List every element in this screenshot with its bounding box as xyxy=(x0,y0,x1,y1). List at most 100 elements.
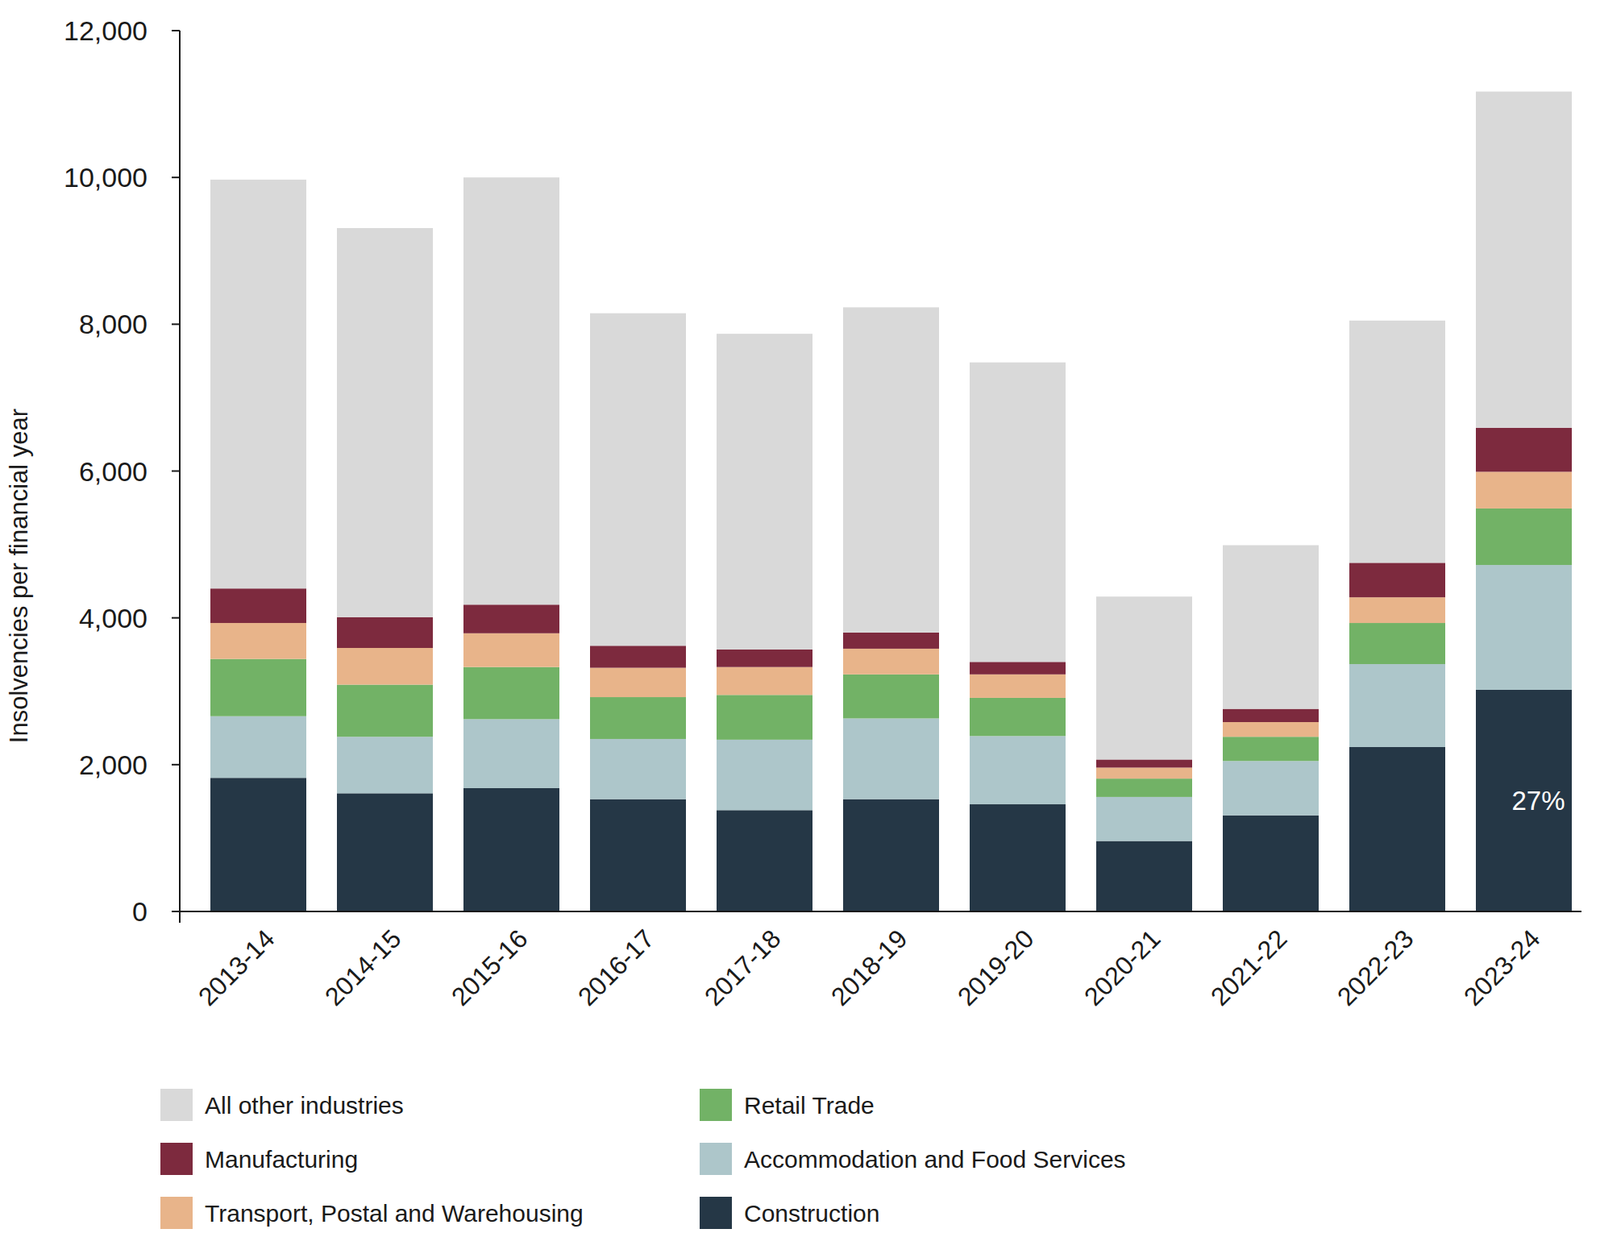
bar-segment xyxy=(843,718,940,799)
bar-segment xyxy=(1475,689,1572,912)
bar-segment xyxy=(1222,760,1319,815)
bar-segment xyxy=(210,777,307,912)
x-tick-label: 2015-16 xyxy=(445,923,533,1011)
bar-segment xyxy=(590,799,686,912)
bar-segment xyxy=(716,649,813,668)
bar-segment xyxy=(1222,815,1319,912)
y-tick-label: 6,000 xyxy=(78,456,148,487)
bar-segment xyxy=(336,228,433,618)
bar-segment xyxy=(1475,428,1572,473)
bar-segment xyxy=(1475,471,1572,509)
legend-label: Accommodation and Food Services xyxy=(743,1146,1127,1173)
y-axis-label: Insolvencies per financial year xyxy=(4,408,34,744)
bar-segment xyxy=(969,804,1066,912)
bar-segment xyxy=(210,179,307,589)
bar-segment xyxy=(1222,736,1319,761)
bars xyxy=(210,91,1572,912)
y-tick xyxy=(171,176,180,179)
x-tick-label: 2018-19 xyxy=(825,923,913,1011)
legend-swatch xyxy=(160,1088,193,1122)
bar-segment xyxy=(1096,841,1193,912)
bar-segment xyxy=(969,362,1066,663)
bar-segment xyxy=(1349,597,1446,624)
y-tick xyxy=(171,29,180,32)
legend-label: Manufacturing xyxy=(204,1146,358,1173)
x-tick-label: 2020-21 xyxy=(1078,923,1166,1011)
bar-segment xyxy=(1096,767,1193,779)
legend-swatch xyxy=(699,1088,732,1122)
bar-segment xyxy=(590,313,686,647)
bar-segment xyxy=(1096,778,1193,798)
bar-segment xyxy=(590,645,686,668)
y-tick xyxy=(171,470,180,473)
bar-segment xyxy=(843,307,940,632)
bar-segment xyxy=(1096,596,1193,760)
bar-segment xyxy=(336,648,433,686)
bar-segment xyxy=(843,632,940,649)
x-tick-label: 2022-23 xyxy=(1331,923,1419,1011)
legend-label: Construction xyxy=(743,1200,880,1227)
y-tick-label: 12,000 xyxy=(63,15,148,46)
bar-segment xyxy=(1475,565,1572,690)
bar-segment xyxy=(463,177,560,605)
bar-segment xyxy=(1096,759,1193,768)
y-tick-label: 4,000 xyxy=(78,602,148,634)
bar-segment xyxy=(1222,544,1319,709)
annotation: 27% xyxy=(1511,785,1565,816)
bar-segment xyxy=(463,633,560,668)
bar-segment xyxy=(843,674,940,719)
x-axis xyxy=(179,910,1582,913)
bar-segment xyxy=(210,659,307,717)
x-tick-label: 2016-17 xyxy=(572,923,660,1011)
y-tick-label: 2,000 xyxy=(78,749,148,781)
x-tick-label: 2019-20 xyxy=(951,923,1039,1011)
bar-segment xyxy=(969,661,1066,674)
bar-segment xyxy=(336,617,433,649)
bar-segment xyxy=(1222,722,1319,737)
legend-swatch xyxy=(699,1196,732,1230)
bar-segment xyxy=(1349,747,1446,912)
bar-segment xyxy=(210,623,307,660)
bar-segment xyxy=(210,716,307,779)
legend-swatch xyxy=(699,1142,732,1176)
x-tick-label: 2013-14 xyxy=(192,923,280,1011)
bar-segment xyxy=(336,685,433,738)
legend-swatch xyxy=(160,1196,193,1230)
y-tick-label: 0 xyxy=(132,896,148,927)
bar-segment xyxy=(1475,91,1572,429)
y-tick-label: 8,000 xyxy=(78,308,148,340)
bar-segment xyxy=(1349,320,1446,564)
x-tick-label: 2021-22 xyxy=(1205,923,1293,1011)
bar-segment xyxy=(590,668,686,698)
legend-label: Transport, Postal and Warehousing xyxy=(204,1200,584,1227)
bar-segment xyxy=(843,799,940,912)
bar-segment xyxy=(463,788,560,912)
bar-segment xyxy=(1349,562,1446,598)
y-tick-label: 10,000 xyxy=(63,162,148,193)
bar-segment xyxy=(969,674,1066,699)
bar-segment xyxy=(590,697,686,740)
bar-segment xyxy=(590,739,686,800)
bar-segment xyxy=(336,793,433,912)
x-tick-label: 2017-18 xyxy=(698,923,786,1011)
y-axis xyxy=(178,30,181,923)
bar-segment xyxy=(210,588,307,624)
bar-segment xyxy=(463,667,560,720)
bar-segment xyxy=(463,604,560,634)
bar-segment xyxy=(336,736,433,794)
x-tick-label: 2023-24 xyxy=(1458,923,1546,1011)
legend-label: All other industries xyxy=(204,1092,404,1119)
y-tick xyxy=(171,323,180,325)
x-tick-label: 2014-15 xyxy=(319,923,407,1011)
legend-label: Retail Trade xyxy=(743,1092,875,1119)
bar-segment xyxy=(969,698,1066,736)
bar-segment xyxy=(1349,664,1446,748)
bar-segment xyxy=(716,810,813,912)
bar-segment xyxy=(843,648,940,675)
bar-segment xyxy=(969,735,1066,805)
bar-segment xyxy=(1349,623,1446,665)
bar-segment xyxy=(463,718,560,789)
bar-segment xyxy=(1096,797,1193,842)
bar-segment xyxy=(716,667,813,696)
bar-segment xyxy=(1222,709,1319,723)
